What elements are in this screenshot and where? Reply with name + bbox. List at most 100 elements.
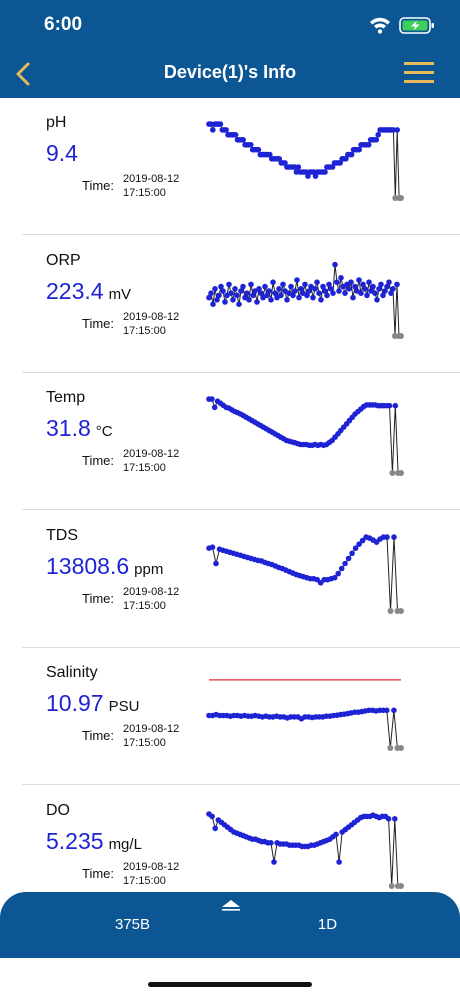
- data-point: [391, 707, 397, 714]
- timestamp-date: 2019-08-12: [123, 448, 180, 460]
- data-point: [310, 294, 316, 300]
- timestamp-date: 2019-08-12: [123, 585, 180, 598]
- data-point: [349, 550, 355, 556]
- data-point: [316, 289, 322, 296]
- missing-data-point: [387, 745, 394, 751]
- data-point: [240, 137, 246, 143]
- data-point: [206, 294, 212, 300]
- data-point: [360, 281, 366, 287]
- sparkline-chart-orp[interactable]: [200, 254, 410, 350]
- readings-list[interactable]: pH 9.4 Time: 2019-08-12 17:15:00 ORP 223.4 mV Ti…: [0, 98, 460, 892]
- data-point: [356, 146, 362, 153]
- data-point: [212, 285, 218, 292]
- timestamp-time: 17:15:00: [123, 324, 166, 337]
- missing-data-point: [388, 882, 395, 889]
- data-point: [356, 276, 362, 283]
- reading-value: 5.235: [46, 827, 104, 854]
- data-point: [380, 292, 386, 298]
- data-point: [390, 285, 396, 292]
- data-point: [272, 289, 278, 296]
- data-point: [234, 292, 240, 298]
- data-point: [382, 287, 388, 294]
- reading-value-line: 9.4: [46, 140, 83, 167]
- sparkline-chart-temp[interactable]: [200, 391, 410, 487]
- sparkline-chart-salinity[interactable]: [200, 666, 410, 762]
- back-button[interactable]: [8, 56, 42, 92]
- data-point: [386, 402, 393, 409]
- bottom-bar: 375B 1D: [0, 892, 460, 958]
- timestamp: 2019-08-12 17:15:00: [123, 447, 179, 475]
- data-point: [256, 285, 262, 292]
- data-point: [312, 285, 318, 292]
- reading-label: Salinity: [46, 664, 98, 681]
- data-point: [348, 278, 354, 285]
- data-point: [385, 815, 392, 822]
- data-point: [284, 296, 290, 303]
- data-point: [266, 287, 272, 294]
- data-point: [366, 278, 372, 285]
- data-point: [352, 283, 358, 289]
- data-point: [288, 283, 294, 289]
- reading-row-tds[interactable]: TDS 13808.6 ppm Time: 2019-08-12 17:15:00: [0, 511, 460, 648]
- data-point: [248, 142, 254, 148]
- data-point: [268, 839, 274, 846]
- timestamp-date: 2019-08-12: [123, 723, 180, 735]
- data-point: [248, 281, 254, 287]
- data-point: [384, 283, 390, 289]
- data-point: [330, 289, 336, 296]
- data-point: [328, 285, 334, 292]
- timestamp-date: 2019-08-12: [123, 310, 180, 323]
- sparkline-chart-tds[interactable]: [200, 529, 410, 625]
- row-divider: [22, 234, 460, 235]
- reading-row-temp[interactable]: Temp 31.8 °C Time: 2019-08-12 17:15:00: [0, 373, 460, 510]
- data-point: [230, 296, 236, 303]
- missing-data-point: [387, 607, 394, 614]
- sparkline-chart-ph[interactable]: [200, 116, 410, 212]
- data-point: [370, 283, 376, 289]
- row-divider: [22, 784, 460, 785]
- page-title: Device(1)'s Info: [163, 62, 297, 82]
- reading-row-salinity[interactable]: Salinity 10.97 PSU Time: 2019-08-12 17:15:00: [0, 648, 460, 785]
- timestamp-time: 17:15:00: [123, 874, 166, 887]
- data-point: [334, 278, 340, 285]
- data-point: [331, 574, 338, 580]
- data-point: [388, 289, 394, 296]
- data-point: [333, 831, 339, 837]
- reading-row-orp[interactable]: ORP 223.4 mV Time: 2019-08-12 17:15:00: [0, 236, 460, 373]
- data-point: [302, 281, 308, 287]
- data-point: [212, 825, 218, 831]
- data-point: [232, 285, 238, 292]
- data-point: [384, 533, 390, 540]
- device-selector-button[interactable]: 375B: [114, 916, 151, 933]
- reading-unit: mg/L: [108, 835, 142, 853]
- menu-button[interactable]: [404, 62, 434, 84]
- missing-data-point: [389, 470, 396, 476]
- missing-data-point: [398, 882, 404, 889]
- home-indicator[interactable]: [148, 982, 312, 987]
- missing-data-point: [398, 470, 404, 476]
- data-point: [232, 132, 239, 138]
- reading-row-ph[interactable]: pH 9.4 Time: 2019-08-12 17:15:00: [0, 98, 460, 235]
- data-point: [342, 560, 348, 566]
- time-label: Time:: [82, 590, 115, 606]
- time-range-button[interactable]: 1D: [317, 916, 338, 933]
- triangle-up-icon[interactable]: [220, 898, 242, 912]
- missing-data-point: [398, 745, 404, 751]
- sparkline-chart-do[interactable]: [200, 804, 410, 893]
- data-point: [392, 402, 399, 409]
- reading-value-line: 223.4 mV: [46, 278, 131, 305]
- reading-value: 10.97: [46, 690, 104, 716]
- data-point: [271, 858, 277, 865]
- reading-value: 31.8: [46, 415, 91, 441]
- reading-row-do[interactable]: DO 5.235 mg/L Time: 2019-08-12 17:15:00: [0, 786, 460, 893]
- data-point: [335, 570, 341, 576]
- data-point: [240, 283, 246, 289]
- data-point: [218, 283, 224, 289]
- data-point: [374, 296, 380, 303]
- time-label: Time:: [82, 865, 115, 881]
- data-point: [356, 540, 362, 547]
- data-point: [267, 151, 273, 158]
- row-divider: [22, 371, 460, 373]
- data-point: [268, 296, 274, 303]
- data-point: [306, 287, 312, 294]
